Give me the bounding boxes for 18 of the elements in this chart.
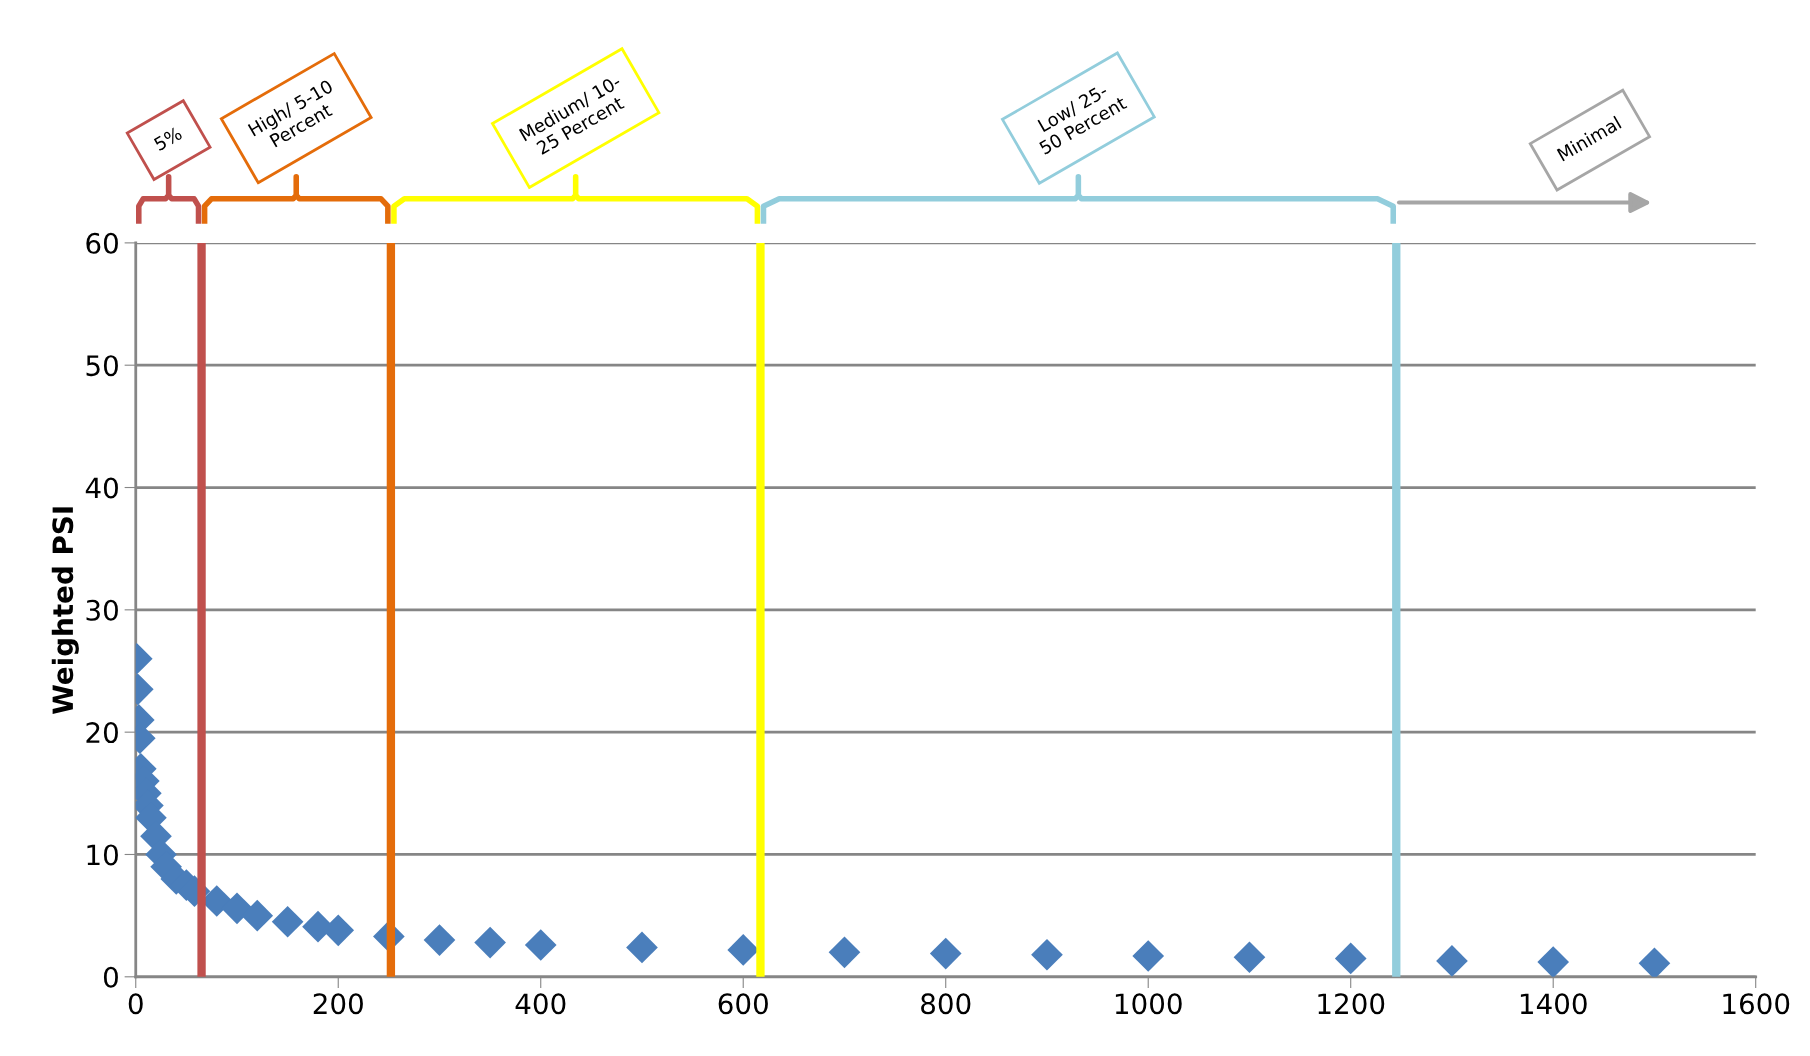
x-tick-label: 200: [313, 993, 363, 1015]
x-tick-label: 1200: [1318, 993, 1385, 1015]
x-tick-label: 1400: [1520, 993, 1587, 1015]
y-tick-label: 10: [87, 844, 118, 866]
x-tick-label: 800: [921, 993, 971, 1015]
y-tick-label: 40: [85, 477, 118, 499]
text: 5%: [153, 126, 183, 152]
y-axis-title: Weighted PSI: [51, 507, 79, 715]
x-tick-label: 400: [515, 993, 566, 1015]
x-tick-label: 1000: [1115, 993, 1182, 1015]
y-tick-label: 60: [86, 232, 118, 254]
y-tick-label: 20: [86, 722, 118, 744]
y-tick-label: 50: [86, 355, 118, 377]
x-tick-label: 1600: [1723, 993, 1790, 1015]
y-tick-label: 0: [103, 966, 118, 988]
x-tick-label: 600: [718, 993, 768, 1015]
y-tick-label: 30: [86, 599, 118, 621]
x-tick-label: 0: [128, 993, 143, 1015]
